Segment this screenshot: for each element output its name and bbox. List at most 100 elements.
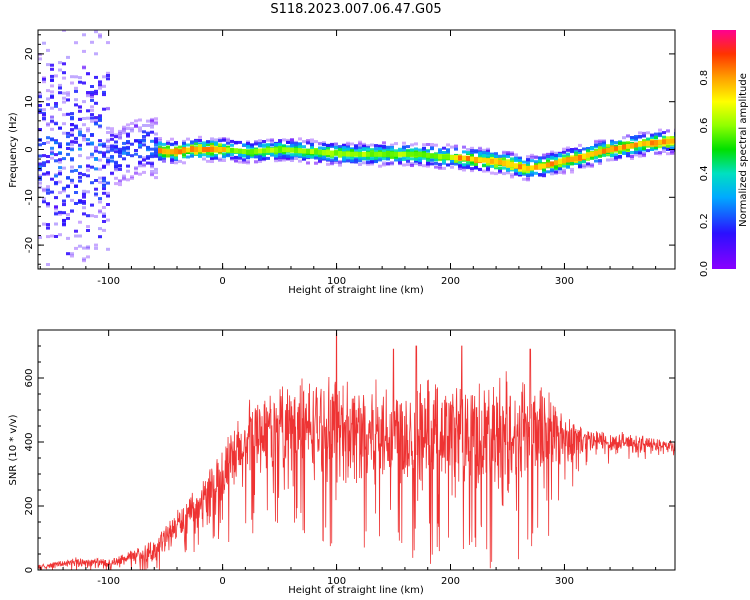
- spectrogram-ridge-cell: [250, 149, 254, 155]
- spectrogram-cell: [62, 91, 66, 95]
- spectrogram-cell: [218, 143, 222, 147]
- spectrogram-cell: [122, 177, 126, 181]
- spectrogram-cell: [298, 159, 302, 163]
- spectrogram-cell: [218, 157, 222, 161]
- spectrogram-cell: [570, 170, 574, 174]
- spectrogram-cell: [486, 167, 490, 171]
- spectrogram-ridge-cell: [210, 147, 214, 152]
- spectrogram-cell: [94, 187, 98, 191]
- spectrogram-cell: [146, 132, 150, 135]
- spectrogram-cell: [366, 160, 370, 164]
- spectrogram-cell: [374, 156, 378, 160]
- spectrogram-ridge-cell: [230, 147, 234, 153]
- spectrogram-cell: [38, 128, 42, 131]
- spectrogram-cell: [98, 124, 102, 128]
- spectrogram-cell: [262, 140, 266, 143]
- spectrogram-cell: [42, 200, 46, 204]
- spectrogram-cell: [86, 127, 90, 131]
- spectrogram-cell: [66, 147, 70, 150]
- spectrogram-cell: [506, 171, 510, 175]
- spectrogram-cell: [282, 144, 286, 148]
- spectrogram-cell: [202, 144, 206, 148]
- spectrogram-ridge-cell: [542, 163, 546, 169]
- spectrogram-cell: [562, 150, 566, 154]
- spectrogram-cell: [522, 169, 526, 173]
- spectrogram-cell: [150, 152, 154, 156]
- spectrogram-cell: [550, 172, 554, 176]
- spectrogram-cell: [82, 65, 86, 69]
- spectrogram-cell: [46, 185, 50, 189]
- spectrogram-cell: [270, 140, 274, 144]
- spectrogram-ridge-cell: [354, 151, 358, 157]
- spectrogram-cell: [58, 212, 62, 216]
- spectrogram-cell: [58, 68, 62, 72]
- spectrogram-cell: [198, 139, 202, 142]
- spectrogram-cell: [134, 149, 138, 152]
- spectrogram-cell: [610, 150, 614, 154]
- spectrogram-cell: [118, 147, 122, 151]
- spectrogram-cell: [506, 168, 510, 171]
- spectrogram-cell: [442, 161, 446, 165]
- spectrogram-cell: [66, 216, 70, 220]
- spectrogram-cell: [630, 157, 634, 160]
- spectrogram-cell: [58, 210, 62, 214]
- spectrogram-cell: [82, 189, 86, 193]
- spectrogram-cell: [478, 151, 482, 155]
- spectrogram-cell: [74, 126, 78, 130]
- spectrogram-cell: [438, 166, 442, 170]
- spectrogram-cell: [110, 172, 114, 176]
- spectrogram-cell: [554, 153, 558, 157]
- spectrogram-cell: [126, 123, 130, 127]
- spectrogram-cell: [282, 154, 286, 158]
- spectrogram-cell: [214, 154, 218, 158]
- spectrogram-cell: [78, 220, 82, 224]
- spectrogram-cell: [650, 148, 654, 151]
- spectrogram-cell: [94, 243, 98, 247]
- spectrogram-ridge-cell: [566, 157, 570, 163]
- spectrogram-cell: [334, 157, 338, 161]
- x-tick-label: 200: [441, 576, 460, 587]
- spectrogram-cell: [270, 138, 274, 142]
- spectrogram-cell: [570, 162, 574, 166]
- spectrogram-cell: [530, 155, 534, 159]
- colorbar-ticks: 0.0 0.2 0.4 0.6 0.8: [699, 70, 710, 277]
- spectrogram-cell: [306, 155, 310, 158]
- spectrogram-cell: [510, 173, 514, 177]
- spectrogram-cell: [670, 136, 674, 139]
- spectrogram-cell: [666, 136, 670, 140]
- spectrogram-cell: [606, 158, 610, 162]
- spectrogram-cell: [626, 147, 630, 151]
- spectrogram-cell: [194, 140, 198, 143]
- spectrogram-cell: [54, 122, 58, 126]
- spectrogram-cell: [42, 154, 46, 158]
- spectrogram-cell: [466, 151, 470, 155]
- spectrogram-ridge-cell: [374, 151, 378, 157]
- spectrogram-cell: [70, 157, 74, 161]
- spectrogram-cell: [406, 157, 410, 161]
- colorbar: 0.0 0.2 0.4 0.6 0.8 Normalized spectral ampl…: [699, 30, 749, 277]
- spectrogram-cell: [130, 175, 134, 179]
- spectrogram-ridge-cell: [394, 151, 398, 157]
- spectrogram-cell: [198, 151, 202, 155]
- spectrogram-cell: [154, 147, 158, 151]
- spectrogram-cell: [442, 159, 446, 163]
- spectrogram-cell: [154, 167, 158, 171]
- spectrogram-ridge-cell: [654, 140, 658, 145]
- spectrogram-cell: [158, 143, 162, 147]
- spectrogram-cell: [174, 161, 178, 165]
- spectrogram-cell: [46, 188, 50, 192]
- spectrogram-cell: [434, 165, 438, 169]
- spectrogram-cell: [530, 156, 534, 159]
- spectrogram-cell: [102, 90, 106, 94]
- spectrogram-cell: [74, 89, 78, 93]
- spectrogram-cell: [578, 161, 582, 165]
- spectrogram-cell: [302, 145, 306, 149]
- spectrogram-cell: [114, 168, 118, 172]
- spectrogram-cell: [386, 155, 390, 159]
- spectrogram-cell: [198, 144, 202, 148]
- spectrogram-cell: [290, 143, 294, 147]
- spectrogram-cell: [98, 125, 102, 129]
- spectrogram-cell: [334, 146, 338, 150]
- spectrogram-cell: [38, 108, 42, 112]
- spectrogram-cell: [338, 154, 342, 158]
